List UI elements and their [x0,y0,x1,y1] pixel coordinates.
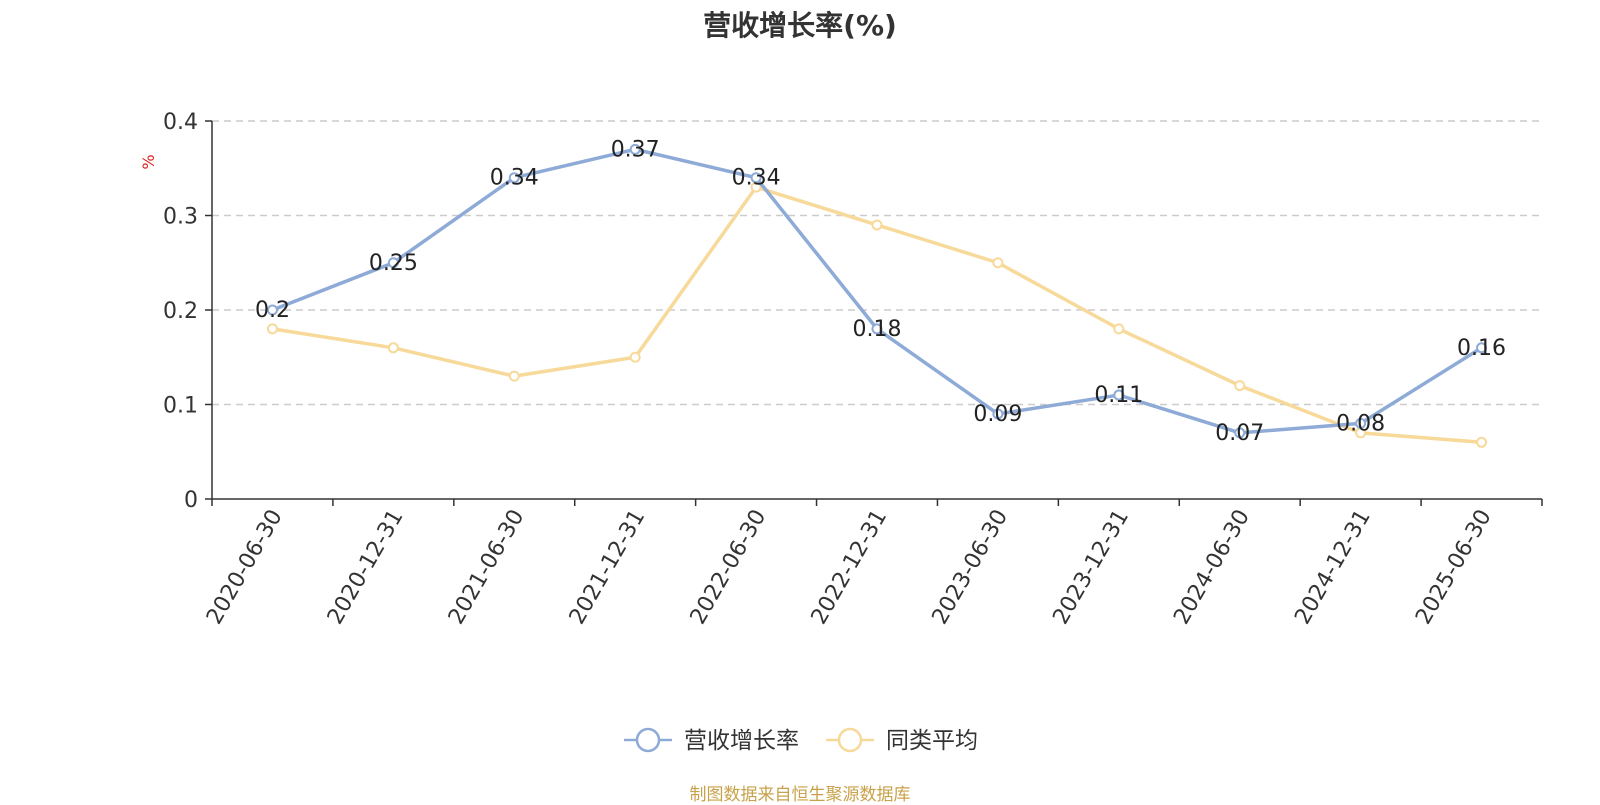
series-1-point-1 [387,342,399,354]
y-tick-label-3: 0.3 [163,205,198,230]
series-1-point-2 [508,370,520,382]
chart-title: 营收增长率(%) [703,9,897,42]
series-0-point-2 [508,172,520,184]
series-0-point-7 [1113,389,1125,401]
series-0-point-6 [992,408,1004,420]
y-tick-label-1: 0.1 [163,394,198,419]
legend-marker-0 [635,727,661,753]
series-1-point-5 [871,219,883,231]
source-note: 制图数据来自恒生聚源数据库 [689,785,911,805]
x-tick-label-4: 2022-06-30 [686,506,772,629]
x-tick-label-2: 2021-06-30 [444,506,530,629]
x-tick-label-9: 2024-12-31 [1290,506,1376,629]
data-label-9: 0.08 [1336,411,1385,436]
series-0-point-5 [871,323,883,335]
series-line-0 [271,147,1483,435]
legend-label-0: 营收增长率 [684,728,799,754]
y-tick-label-2: 0.2 [163,299,198,324]
data-label-7: 0.11 [1094,383,1143,408]
data-label-2: 0.34 [490,166,539,191]
series-1-point-8 [1234,380,1246,392]
data-label-6: 0.09 [973,402,1022,427]
data-label-0: 0.2 [255,298,290,323]
legend-marker-1 [837,727,863,753]
x-tick-label-8: 2024-06-30 [1169,506,1255,629]
data-label-10: 0.16 [1457,336,1506,361]
data-label-3: 0.37 [611,137,660,162]
series-1-point-10 [1476,436,1488,448]
data-label-4: 0.34 [732,166,781,191]
legend-label-1: 同类平均 [886,728,978,754]
x-tick-label-6: 2023-06-30 [928,506,1014,629]
series-0-point-9 [1355,417,1367,429]
y-tick-label-0: 0 [184,488,198,513]
x-tick-label-10: 2025-06-30 [1411,506,1497,629]
x-tick-label-3: 2021-12-31 [565,506,651,629]
y-axis-label: % [139,154,158,169]
x-tick-label-5: 2022-12-31 [807,506,893,629]
series-1-point-3 [629,351,641,363]
data-label-5: 0.18 [853,317,902,342]
x-tick-label-0: 2020-06-30 [202,506,288,629]
series-0-point-0 [266,304,278,316]
data-label-8: 0.07 [1215,421,1264,446]
series-0-point-8 [1234,427,1246,439]
series-1-point-7 [1113,323,1125,335]
series-1-point-6 [992,257,1004,269]
x-tick-label-7: 2023-12-31 [1048,506,1134,629]
series-0-point-1 [387,257,399,269]
y-tick-label-4: 0.4 [163,110,198,135]
series-0-point-3 [629,143,641,155]
x-tick-label-1: 2020-12-31 [323,506,409,629]
data-label-1: 0.25 [369,251,418,276]
series-0-point-4 [750,172,762,184]
series-0-point-10 [1476,342,1488,354]
series-1-point-0 [266,323,278,335]
